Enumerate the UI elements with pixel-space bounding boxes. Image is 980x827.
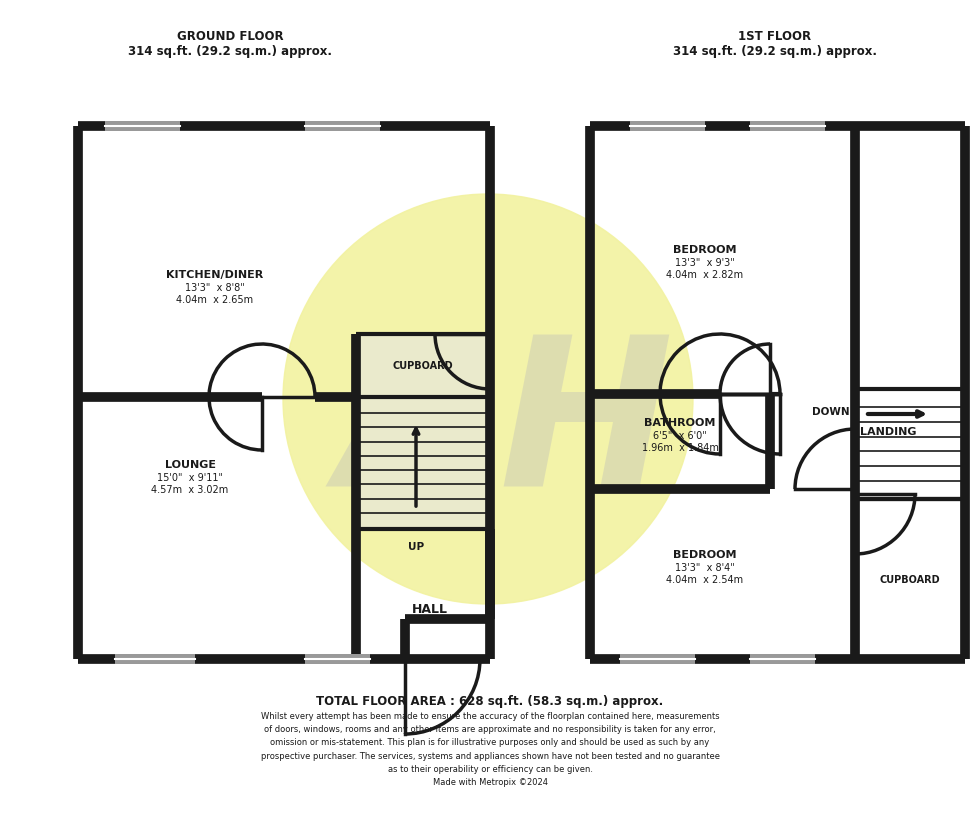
Circle shape bbox=[283, 195, 693, 605]
Text: AH: AH bbox=[338, 328, 674, 530]
Bar bbox=[105, 122, 180, 131]
Text: GROUND FLOOR
314 sq.ft. (29.2 sq.m.) approx.: GROUND FLOOR 314 sq.ft. (29.2 sq.m.) app… bbox=[128, 30, 332, 58]
Text: 4.04m  x 2.54m: 4.04m x 2.54m bbox=[666, 574, 744, 585]
Text: 6'5"  x 6'0": 6'5" x 6'0" bbox=[653, 431, 707, 441]
Text: DOWN: DOWN bbox=[812, 407, 850, 417]
Text: TOTAL FLOOR AREA : 628 sq.ft. (58.3 sq.m.) approx.: TOTAL FLOOR AREA : 628 sq.ft. (58.3 sq.m… bbox=[317, 694, 663, 707]
Text: BATHROOM: BATHROOM bbox=[644, 418, 715, 428]
Text: 4.57m  x 3.02m: 4.57m x 3.02m bbox=[151, 485, 228, 495]
Text: CUPBOARD: CUPBOARD bbox=[393, 361, 454, 371]
Text: KITCHEN/DINER: KITCHEN/DINER bbox=[167, 270, 264, 280]
Text: 13'3"  x 8'4": 13'3" x 8'4" bbox=[675, 562, 735, 572]
Bar bbox=[356, 398, 490, 529]
Text: 13'3"  x 8'8": 13'3" x 8'8" bbox=[185, 283, 245, 293]
Text: LOUNGE: LOUNGE bbox=[165, 460, 216, 470]
Bar bbox=[305, 654, 370, 664]
Text: 4.04m  x 2.65m: 4.04m x 2.65m bbox=[176, 294, 254, 304]
Text: 13'3"  x 9'3": 13'3" x 9'3" bbox=[675, 258, 735, 268]
Text: CUPBOARD: CUPBOARD bbox=[880, 574, 941, 585]
Text: BEDROOM: BEDROOM bbox=[673, 549, 737, 559]
Text: LANDING: LANDING bbox=[860, 427, 916, 437]
Text: BEDROOM: BEDROOM bbox=[673, 245, 737, 255]
Text: 15'0"  x 9'11": 15'0" x 9'11" bbox=[157, 472, 223, 482]
Bar bbox=[356, 335, 490, 398]
Bar bbox=[750, 654, 815, 664]
Text: 1.96m  x 1.84m: 1.96m x 1.84m bbox=[642, 442, 718, 452]
Bar bbox=[620, 654, 695, 664]
Bar bbox=[305, 122, 380, 131]
Text: 4.04m  x 2.82m: 4.04m x 2.82m bbox=[666, 270, 744, 280]
Text: Whilst every attempt has been made to ensure the accuracy of the floorplan conta: Whilst every attempt has been made to en… bbox=[261, 711, 719, 786]
Text: UP: UP bbox=[408, 542, 424, 552]
Bar bbox=[115, 654, 195, 664]
Text: 1ST FLOOR
314 sq.ft. (29.2 sq.m.) approx.: 1ST FLOOR 314 sq.ft. (29.2 sq.m.) approx… bbox=[673, 30, 877, 58]
Bar bbox=[630, 122, 705, 131]
Bar bbox=[750, 122, 825, 131]
Text: HALL: HALL bbox=[412, 603, 448, 616]
